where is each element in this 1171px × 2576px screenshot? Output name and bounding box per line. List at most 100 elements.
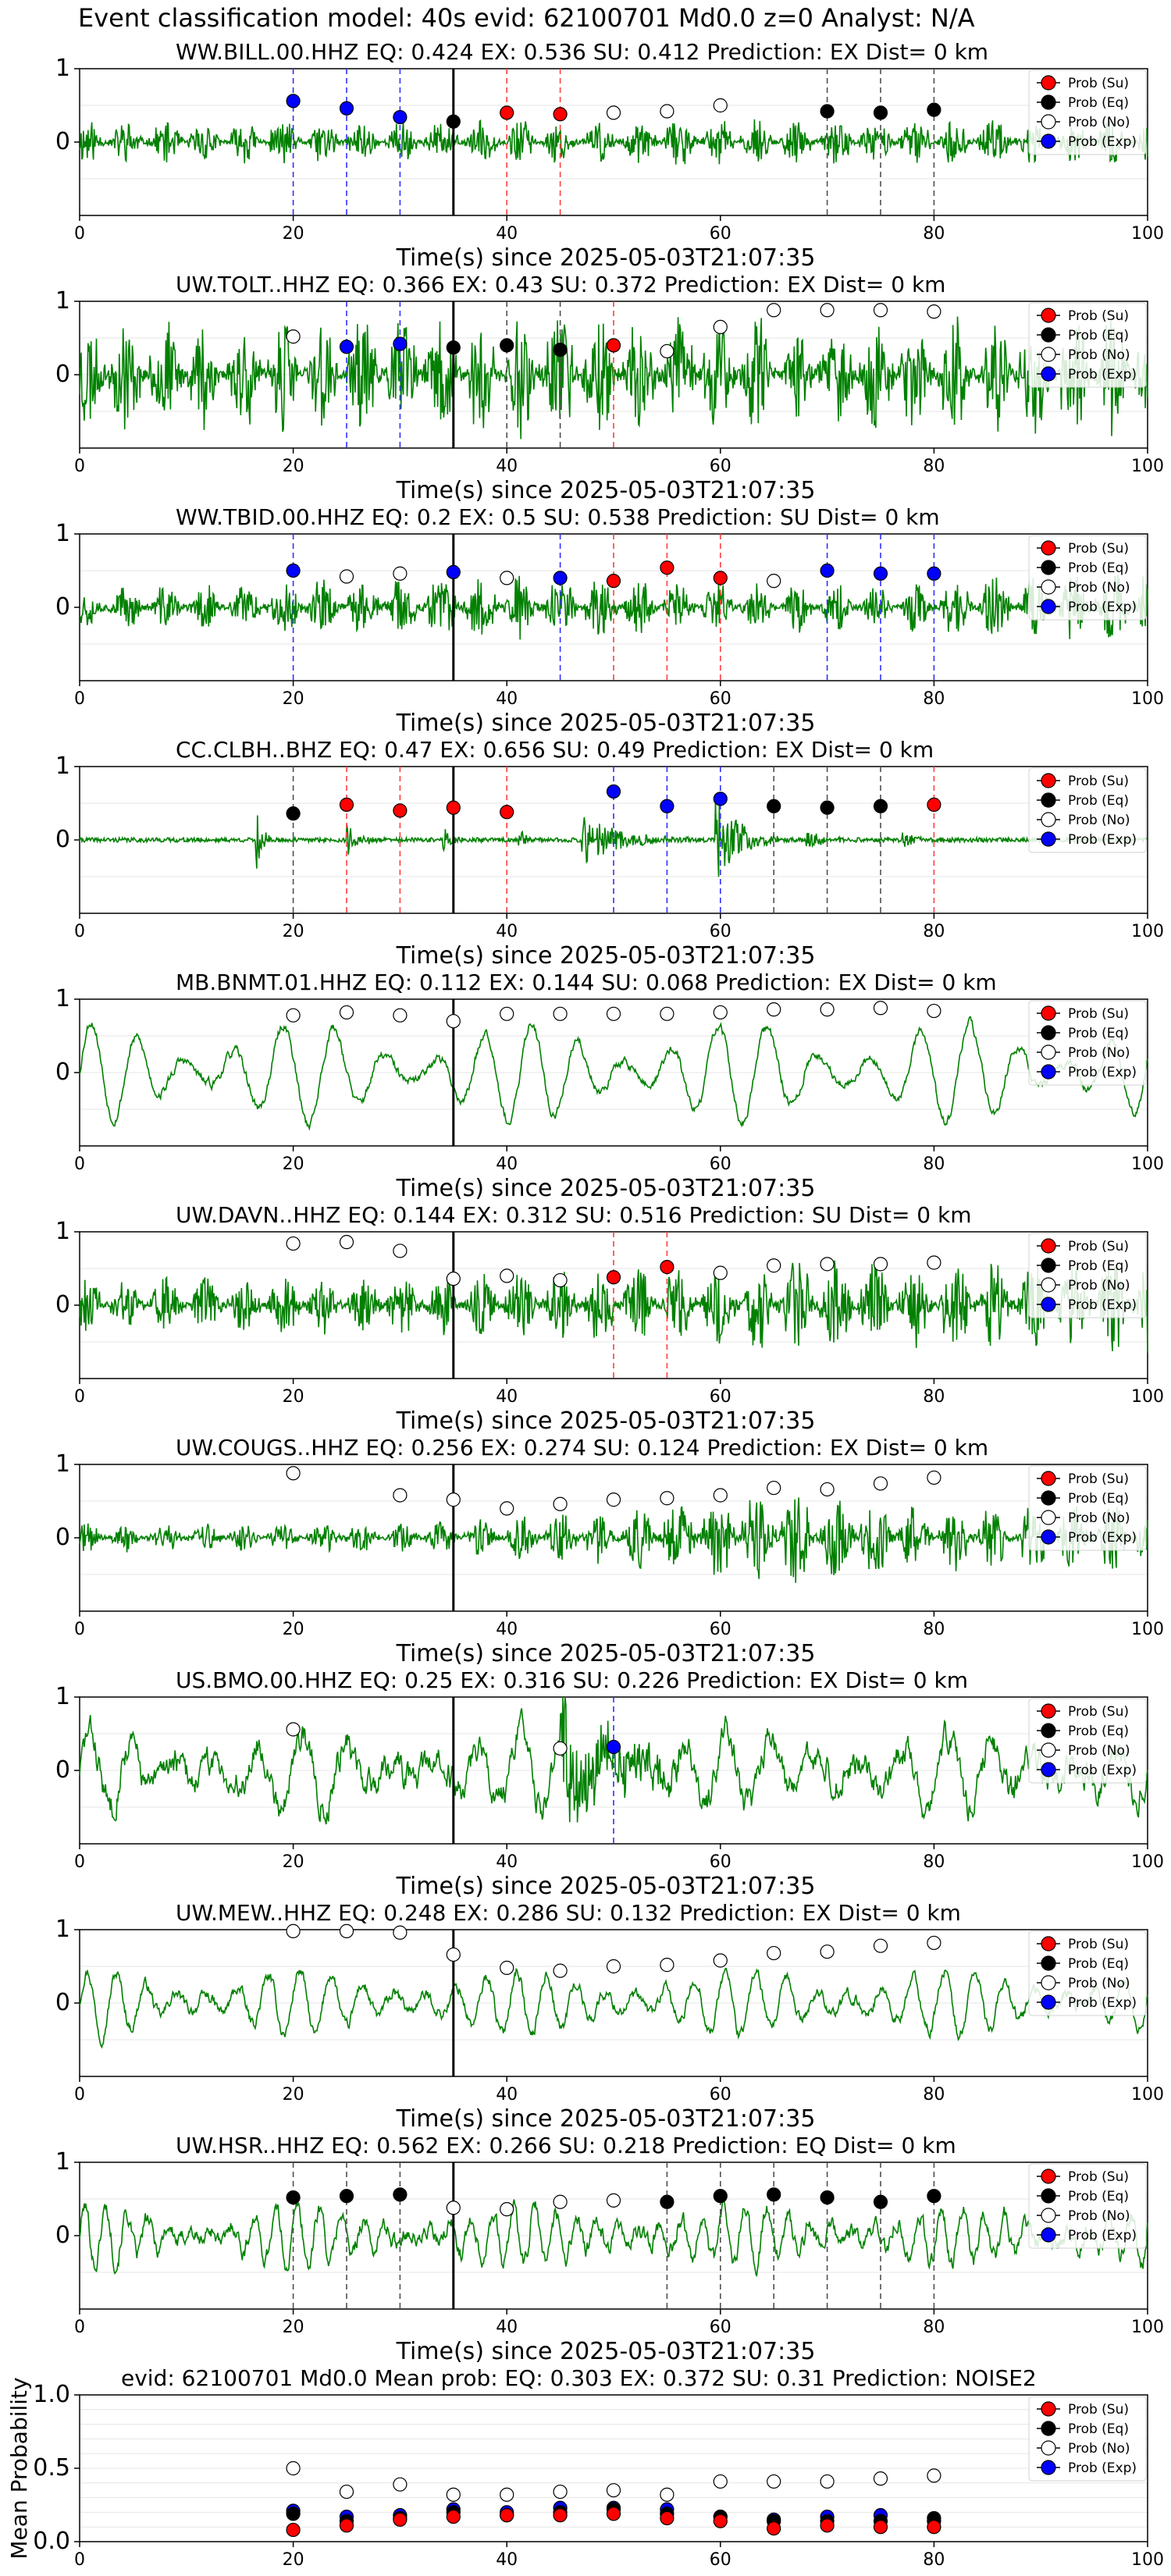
prob-point-no [713,1488,728,1503]
x-axis-label: Time(s) since 2025-05-03T21:07:35 [396,1407,816,1435]
legend-marker [1041,2208,1056,2223]
x-tick-label: 100 [1131,689,1164,709]
prob-point-no [606,2193,621,2208]
legend-box [1028,2163,1147,2249]
x-tick-label: 0 [74,1852,85,1872]
prob-point-no [713,1953,728,1968]
prob-point-no [500,571,514,585]
prob-point-exp [660,799,674,813]
mean-point-su [553,2508,568,2523]
legend-label: Prob (No) [1068,580,1130,596]
seismic-trace [79,1967,1148,2049]
chart-panel-4: CC.CLBH..BHZ EQ: 0.47 EX: 0.656 SU: 0.49… [55,737,1164,970]
legend-marker [1041,1762,1056,1777]
prob-point-no [339,569,354,584]
prob-point-eq [873,105,888,120]
legend-marker [1041,308,1056,323]
x-tick-label: 100 [1131,1620,1164,1639]
x-tick-label: 80 [923,1620,945,1639]
prob-point-no [820,1002,835,1017]
legend-box [1028,2396,1147,2482]
legend-marker [1041,1975,1056,1991]
x-tick-label: 80 [923,2550,945,2570]
prob-point-no [553,1963,568,1978]
prob-point-su [500,805,514,820]
prob-point-no [927,1003,941,1019]
prob-point-exp [820,563,835,578]
legend-box [1028,1465,1147,1551]
legend-label: Prob (Su) [1068,2169,1129,2185]
x-tick-label: 100 [1131,2318,1164,2337]
legend-label: Prob (Exp) [1068,367,1137,382]
legend-marker [1041,2188,1056,2204]
chart-panel-1: WW.BILL.00.HHZ EQ: 0.424 EX: 0.536 SU: 0… [55,39,1164,272]
prob-point-exp [446,564,461,579]
prob-point-no [446,1272,461,1286]
prob-point-no [660,1006,674,1021]
mean-point-eq [286,2507,301,2521]
seismic-trace [79,574,1148,640]
y-tick-label: 0 [55,1989,70,2016]
x-tick-label: 40 [496,689,518,709]
legend-label: Prob (Exp) [1068,1995,1137,2011]
x-tick-label: 80 [923,2085,945,2105]
x-tick-label: 20 [283,1852,304,1872]
prob-point-no [446,1014,461,1029]
mean-point-su [767,2521,781,2536]
prob-point-no [820,1482,835,1497]
prob-point-no [713,319,728,334]
legend-marker [1041,1471,1056,1486]
prob-point-su [339,797,354,812]
prob-point-no [553,1741,568,1756]
x-tick-label: 20 [283,1155,304,1174]
prob-point-exp [553,571,568,585]
prob-point-no [286,329,301,344]
panel-title: evid: 62100701 Md0.0 Mean prob: EQ: 0.30… [121,2365,1037,2391]
legend-marker [1041,327,1056,343]
chart-panel-7: UW.COUGS..HHZ EQ: 0.256 EX: 0.274 SU: 0.… [55,1435,1164,1667]
prob-point-no [606,1493,621,1507]
legend-label: Prob (No) [1068,1976,1130,1991]
legend-marker [1041,1044,1056,1060]
prob-point-eq [500,338,514,353]
prob-point-no [500,1501,514,1516]
prob-point-no [660,343,674,359]
x-tick-label: 0 [74,2550,85,2570]
legend-marker [1041,75,1056,91]
prob-point-su [927,797,941,812]
x-axis-label: Time(s) since 2025-05-03T21:07:35 [396,2338,816,2365]
x-tick-label: 20 [283,689,304,709]
legend-label: Prob (Su) [1068,76,1129,91]
mean-point-su [446,2509,461,2524]
panel-title: UW.DAVN..HHZ EQ: 0.144 EX: 0.312 SU: 0.5… [176,1202,972,1228]
prob-point-no [927,1935,941,1951]
legend-marker [1041,1025,1056,1041]
mean-point-su [606,2507,621,2521]
mean-point-no [767,2474,781,2489]
prob-point-no [339,1235,354,1250]
prob-point-no [446,2201,461,2215]
x-tick-label: 60 [710,457,731,476]
prob-point-no [873,1476,888,1491]
legend-label: Prob (Eq) [1068,1956,1129,1972]
x-tick-label: 20 [283,2318,304,2337]
legend-label: Prob (Su) [1068,541,1129,557]
legend-label: Prob (Su) [1068,308,1129,324]
y-tick-label: 0 [55,361,70,388]
mean-point-su [713,2514,728,2528]
y-tick-label: 1 [55,2148,70,2176]
mean-point-no [660,2487,674,2502]
mean-point-no [606,2483,621,2498]
prob-point-exp [873,566,888,581]
prob-point-no [873,1001,888,1016]
y-tick-label: 0 [55,826,70,853]
x-tick-label: 80 [923,1387,945,1407]
prob-point-no [713,1265,728,1280]
prob-point-su [446,800,461,815]
mean-point-su [393,2512,408,2527]
chart-panel-10: UW.HSR..HHZ EQ: 0.562 EX: 0.266 SU: 0.21… [55,2133,1164,2365]
legend-label: Prob (Exp) [1068,1297,1137,1313]
x-tick-label: 60 [710,2085,731,2105]
prob-point-no [286,1008,301,1023]
x-tick-label: 40 [496,2318,518,2337]
